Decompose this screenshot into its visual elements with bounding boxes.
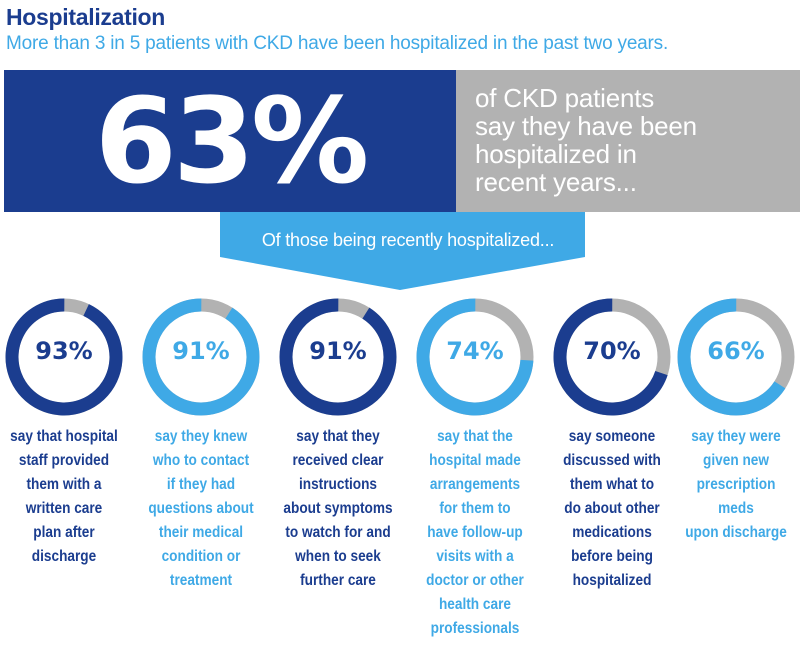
stat-percent: 93% [35, 337, 93, 365]
stat-line: instructions [298, 476, 378, 493]
headline-text-line: recent years... [475, 167, 637, 197]
stat-line: prescription [696, 476, 776, 493]
stat-line: questions about [148, 500, 254, 517]
stat-percent: 70% [583, 337, 641, 365]
stat-line: say they were [691, 428, 781, 445]
stat-line: when to seek [295, 548, 381, 565]
donut-ring [142, 298, 260, 416]
stat-percent: 91% [309, 337, 367, 365]
stat-line: upon discharge [685, 524, 787, 541]
stat-line: about symptoms [283, 500, 393, 517]
stat-line: to watch for and [285, 524, 391, 541]
stat-line: staff provided [18, 452, 110, 469]
headline-text: of CKD patients say they have been hospi… [475, 84, 795, 196]
stat-line: them what to [569, 476, 655, 493]
stat-line: health care [438, 596, 512, 613]
stat-line: say someone [568, 428, 656, 445]
headline-text-line: of CKD patients [475, 83, 655, 113]
stat-line: say they knew [154, 428, 248, 445]
stat-line: discharge [31, 548, 97, 565]
stat-line: for them to [439, 500, 511, 517]
stat-line: if they had [166, 476, 236, 493]
stat-percent: 66% [707, 337, 765, 365]
donut-arc [677, 298, 795, 416]
stat-description: say they were given new prescription med… [673, 425, 800, 545]
stat-line: say that they [296, 428, 380, 445]
stat-description: say that the hospital made arrangements … [412, 425, 539, 641]
stat-line: treatment [169, 572, 233, 589]
headline-percent: 63% [94, 72, 369, 210]
stat-line: say that hospital [10, 428, 118, 445]
stat-line: given new [703, 452, 769, 469]
page-subtitle: More than 3 in 5 patients with CKD have … [6, 33, 669, 54]
banner-text: Of those being recently hospitalized... [261, 230, 555, 250]
stat-line: who to contact [152, 452, 250, 469]
donut-ring [416, 298, 534, 416]
stat-line: condition or [161, 548, 241, 565]
headline-stat-box: 63% [4, 70, 456, 212]
stat-percent: 91% [172, 337, 230, 365]
stat-description: say that they received clear instruction… [275, 425, 402, 593]
stat-line: do about other [564, 500, 660, 517]
donut-ring [5, 298, 123, 416]
stat-line: professionals [430, 620, 520, 637]
stat-line: hospitalized [572, 572, 652, 589]
stat-line: plan after [33, 524, 95, 541]
stat-line: written care [25, 500, 103, 517]
page-title: Hospitalization [6, 4, 166, 30]
donut-arc [279, 298, 397, 416]
stat-line: visits with a [436, 548, 514, 565]
stat-line: meds [718, 500, 754, 517]
donut-ring [279, 298, 397, 416]
stat-description: say someone discussed with them what to … [549, 425, 676, 593]
stat-description: say they knew who to contact if they had… [138, 425, 265, 593]
stat-line: their medical [158, 524, 244, 541]
stat-line: medications [572, 524, 652, 541]
donut-arc [416, 298, 534, 416]
donut-arc [5, 298, 123, 416]
stat-line: doctor or other [426, 572, 524, 589]
stat-line: further care [300, 572, 376, 589]
stat-description: say that hospital staff provided them wi… [1, 425, 128, 569]
stat-line: have follow-up [427, 524, 523, 541]
stat-percent: 74% [446, 337, 504, 365]
banner-arrow [220, 212, 585, 290]
headline-text-box: of CKD patients say they have been hospi… [456, 70, 800, 212]
stat-line: them with a [26, 476, 102, 493]
donut-ring [553, 298, 671, 416]
headline-text-line: say they have been [475, 111, 697, 141]
headline-text-line: hospitalized in [475, 139, 637, 169]
stat-line: hospital made [429, 452, 521, 469]
stat-line: arrangements [429, 476, 521, 493]
stat-line: say that the [437, 428, 513, 445]
stat-line: before being [571, 548, 653, 565]
stat-line: discussed with [563, 452, 661, 469]
donut-ring [677, 298, 795, 416]
stat-line: received clear [292, 452, 384, 469]
